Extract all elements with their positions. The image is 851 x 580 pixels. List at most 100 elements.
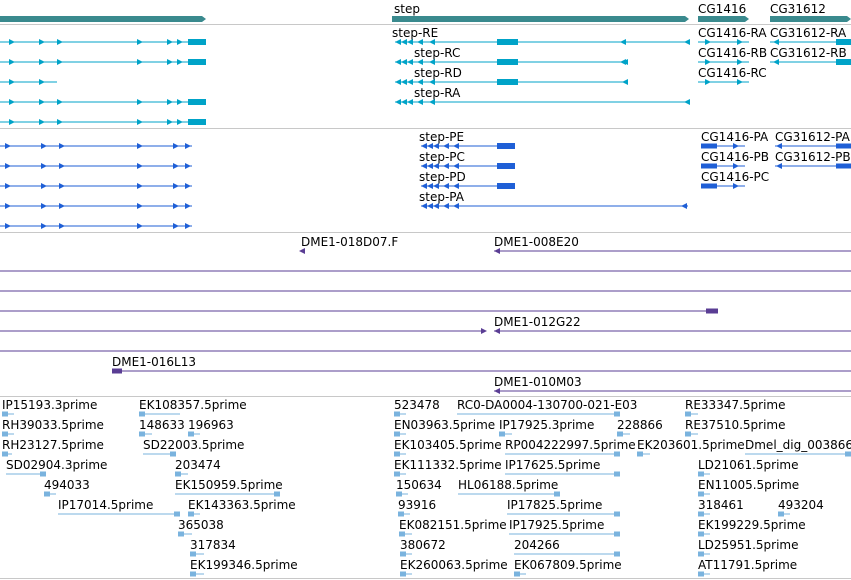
est-label[interactable]: EK199346.5prime bbox=[190, 558, 298, 572]
exon-marker[interactable] bbox=[427, 163, 433, 169]
exon-marker[interactable] bbox=[185, 163, 191, 169]
est-end[interactable] bbox=[617, 431, 623, 437]
est-end[interactable] bbox=[698, 551, 704, 557]
exon-marker[interactable] bbox=[395, 39, 401, 45]
exon-marker[interactable] bbox=[39, 79, 45, 85]
exon-marker[interactable] bbox=[57, 119, 63, 125]
exon-marker[interactable] bbox=[407, 59, 413, 65]
exon-marker[interactable] bbox=[5, 143, 11, 149]
exon-marker[interactable] bbox=[177, 99, 183, 105]
exon-marker[interactable] bbox=[443, 163, 449, 169]
est-end[interactable] bbox=[394, 451, 400, 457]
est-label[interactable]: 318461 bbox=[698, 498, 744, 512]
est-end[interactable] bbox=[398, 511, 404, 517]
coding-exon[interactable] bbox=[497, 79, 518, 85]
exon-marker[interactable] bbox=[737, 39, 743, 45]
clone-feature[interactable] bbox=[494, 248, 500, 254]
est-end[interactable] bbox=[178, 531, 184, 537]
transcript-label[interactable]: CG31612-RA bbox=[770, 26, 847, 40]
exon-marker[interactable] bbox=[59, 143, 65, 149]
exon-marker[interactable] bbox=[9, 79, 15, 85]
est-end[interactable] bbox=[400, 551, 406, 557]
est-end[interactable] bbox=[698, 531, 704, 537]
exon-marker[interactable] bbox=[453, 163, 459, 169]
exon-marker[interactable] bbox=[429, 39, 435, 45]
exon-marker[interactable] bbox=[137, 99, 143, 105]
est-label[interactable]: EK143363.5prime bbox=[188, 498, 296, 512]
est-label[interactable]: IP17825.5prime bbox=[507, 498, 603, 512]
protein-label[interactable]: CG1416-PB bbox=[701, 150, 770, 164]
protein-label[interactable]: step-PC bbox=[419, 150, 465, 164]
protein-label[interactable]: CG1416-PC bbox=[701, 170, 770, 184]
est-label[interactable]: 523478 bbox=[394, 398, 440, 412]
exon-marker[interactable] bbox=[167, 59, 173, 65]
exon-marker[interactable] bbox=[173, 203, 179, 209]
exon-marker[interactable] bbox=[407, 99, 413, 105]
clone-end[interactable] bbox=[112, 368, 122, 374]
coding-exon[interactable] bbox=[701, 163, 717, 169]
gene-feature[interactable] bbox=[0, 16, 206, 22]
exon-marker[interactable] bbox=[41, 203, 47, 209]
est-label[interactable]: RE37510.5prime bbox=[685, 418, 786, 432]
est-end[interactable] bbox=[44, 491, 50, 497]
exon-marker[interactable] bbox=[177, 119, 183, 125]
exon-marker[interactable] bbox=[9, 59, 15, 65]
exon-marker[interactable] bbox=[453, 143, 459, 149]
est-end[interactable] bbox=[190, 571, 196, 577]
est-end[interactable] bbox=[274, 491, 280, 497]
exon-marker[interactable] bbox=[620, 59, 626, 65]
est-label[interactable]: HL06188.5prime bbox=[458, 478, 559, 492]
exon-marker[interactable] bbox=[59, 163, 65, 169]
exon-marker[interactable] bbox=[39, 99, 45, 105]
coding-exon[interactable] bbox=[701, 183, 717, 189]
est-label[interactable]: IP17925.5prime bbox=[509, 518, 605, 532]
est-end[interactable] bbox=[188, 511, 194, 517]
coding-exon[interactable] bbox=[188, 99, 206, 105]
est-label[interactable]: EK082151.5prime bbox=[399, 518, 507, 532]
exon-marker[interactable] bbox=[167, 99, 173, 105]
clone-label[interactable]: DME1-016L13 bbox=[112, 355, 196, 369]
exon-marker[interactable] bbox=[395, 59, 401, 65]
est-end[interactable] bbox=[698, 571, 704, 577]
est-end[interactable] bbox=[614, 451, 620, 457]
est-end[interactable] bbox=[174, 511, 180, 517]
exon-marker[interactable] bbox=[173, 143, 179, 149]
exon-marker[interactable] bbox=[39, 119, 45, 125]
est-label[interactable]: EN11005.5prime bbox=[698, 478, 800, 492]
exon-marker[interactable] bbox=[401, 39, 407, 45]
coding-exon[interactable] bbox=[701, 143, 717, 149]
protein-label[interactable]: step-PE bbox=[419, 130, 465, 144]
exon-marker[interactable] bbox=[9, 39, 15, 45]
coding-exon[interactable] bbox=[497, 39, 518, 45]
est-label[interactable]: 148633 bbox=[139, 418, 185, 432]
exon-marker[interactable] bbox=[407, 39, 413, 45]
exon-marker[interactable] bbox=[185, 183, 191, 189]
exon-marker[interactable] bbox=[705, 79, 711, 85]
coding-exon[interactable] bbox=[497, 143, 515, 149]
est-end[interactable] bbox=[685, 431, 691, 437]
exon-marker[interactable] bbox=[41, 183, 47, 189]
est-label[interactable]: 317834 bbox=[190, 538, 236, 552]
exon-marker[interactable] bbox=[684, 39, 690, 45]
est-label[interactable]: RC0-DA0004-130700-021-E03 bbox=[457, 398, 638, 412]
clone-feature[interactable] bbox=[494, 388, 500, 394]
exon-marker[interactable] bbox=[401, 99, 407, 105]
exon-marker[interactable] bbox=[167, 119, 173, 125]
exon-marker[interactable] bbox=[737, 79, 743, 85]
exon-marker[interactable] bbox=[41, 163, 47, 169]
exon-marker[interactable] bbox=[417, 59, 423, 65]
est-label[interactable]: 380672 bbox=[400, 538, 446, 552]
est-end[interactable] bbox=[778, 511, 784, 517]
est-label[interactable]: 493204 bbox=[778, 498, 824, 512]
exon-marker[interactable] bbox=[737, 59, 743, 65]
exon-marker[interactable] bbox=[443, 203, 449, 209]
exon-marker[interactable] bbox=[453, 203, 459, 209]
exon-marker[interactable] bbox=[173, 183, 179, 189]
exon-marker[interactable] bbox=[5, 183, 11, 189]
est-label[interactable]: IP15193.3prime bbox=[2, 398, 98, 412]
exon-marker[interactable] bbox=[401, 79, 407, 85]
est-end[interactable] bbox=[170, 451, 176, 457]
est-end[interactable] bbox=[400, 571, 406, 577]
exon-marker[interactable] bbox=[185, 223, 191, 229]
est-label[interactable]: EK103405.5prime bbox=[394, 438, 502, 452]
